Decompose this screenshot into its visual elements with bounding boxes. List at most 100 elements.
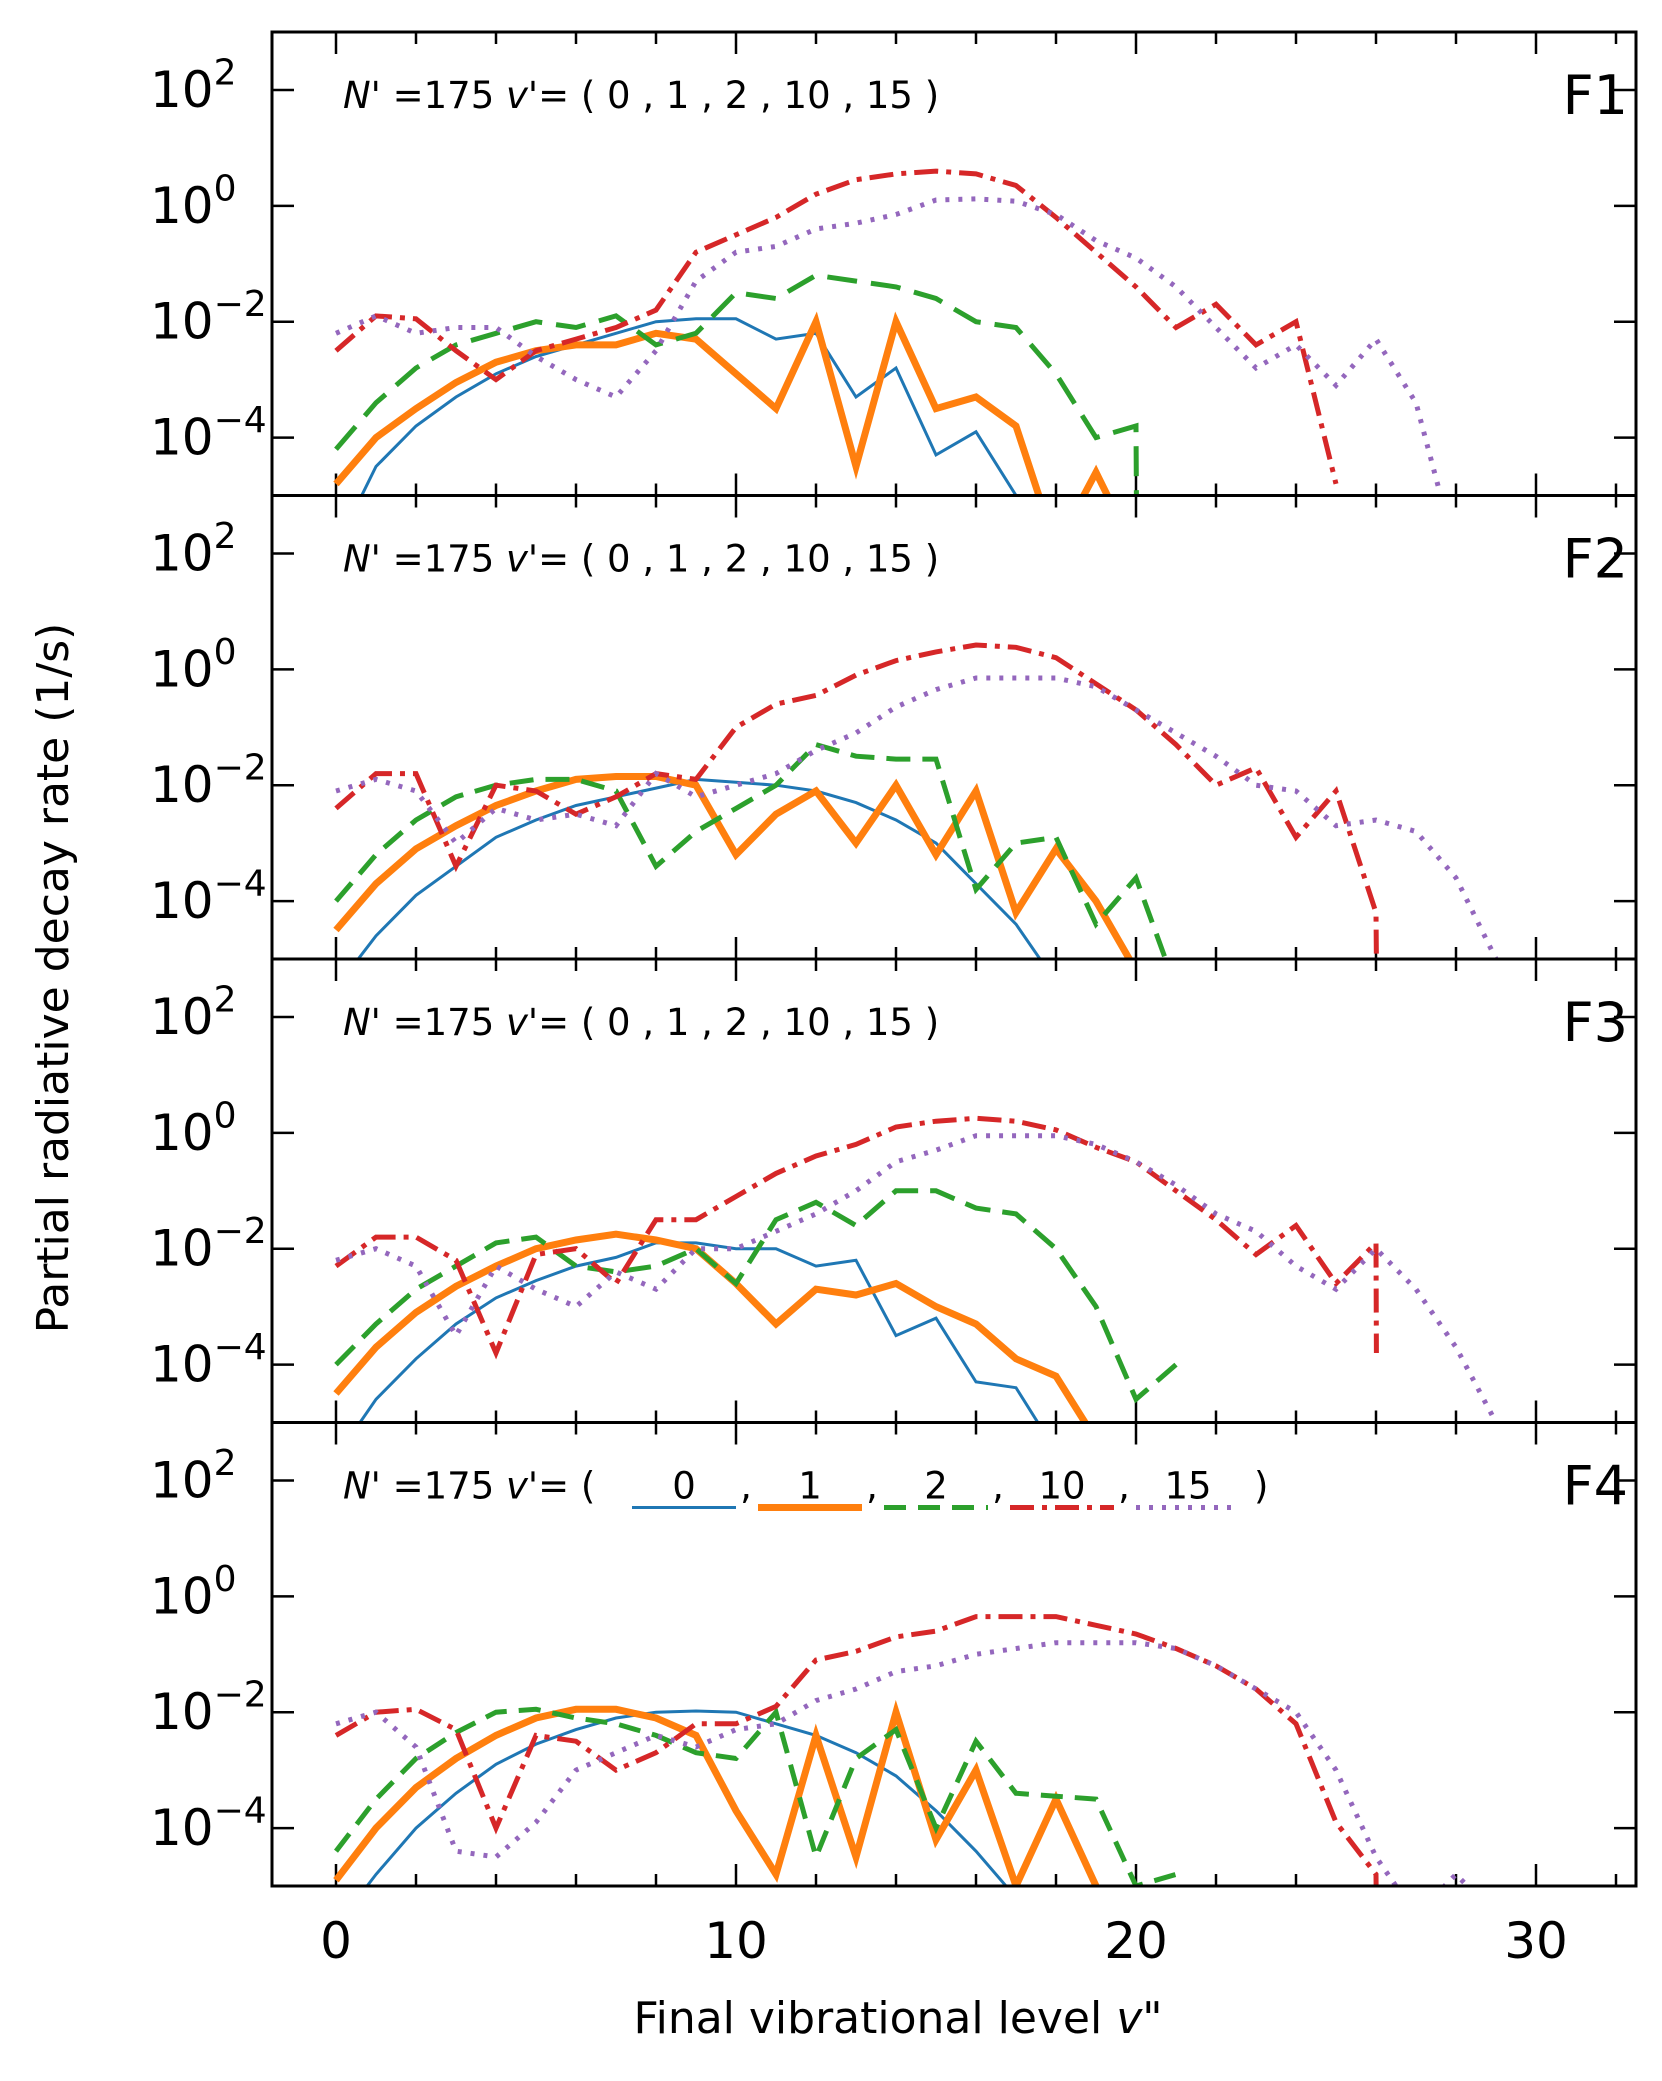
series-v10-line xyxy=(334,168,1339,485)
x-axis-label: Final vibrational level v" xyxy=(634,1993,1163,2044)
legend-entry-v10: 10 xyxy=(1010,1465,1114,1510)
legend-entry-v1: 1 xyxy=(758,1465,862,1511)
legend-label: 2 xyxy=(924,1465,948,1508)
tick-base: 10 xyxy=(150,872,214,930)
x-tick-label: 0 xyxy=(320,1912,352,1970)
annotation-n-value: =175 xyxy=(381,1001,506,1044)
series-group xyxy=(333,642,1499,959)
y-tick-label: 102 xyxy=(150,979,237,1046)
annotation-values: = ( 0 , 1 , 2 , 10 , 15 ) xyxy=(538,74,939,117)
y-tick-label: 100 xyxy=(150,168,237,235)
tick-exponent: −2 xyxy=(214,1211,267,1252)
series-v1-line xyxy=(333,1699,1100,1886)
x-tick-label: 30 xyxy=(1504,1912,1568,1970)
tick-base: 10 xyxy=(150,409,214,467)
tick-base: 10 xyxy=(150,1683,214,1741)
series-v10-line xyxy=(334,642,1379,959)
tick-base: 10 xyxy=(150,1220,214,1278)
tick-exponent: 0 xyxy=(214,1095,237,1136)
y-tick-label: 10−4 xyxy=(150,1791,267,1858)
tick-exponent: −4 xyxy=(214,1791,267,1832)
legend-separator: , xyxy=(1118,1465,1130,1508)
series-v0-line xyxy=(356,777,1042,959)
tick-base: 10 xyxy=(150,640,214,698)
series-v2-line xyxy=(334,741,1169,959)
tick-exponent: −4 xyxy=(214,1327,267,1368)
tick-exponent: 0 xyxy=(214,168,237,209)
tick-exponent: 2 xyxy=(214,1443,237,1484)
annotation-values: = ( 0 , 1 , 2 , 10 , 15 ) xyxy=(538,1001,939,1044)
y-tick-label: 100 xyxy=(150,1559,237,1626)
y-tick-label: 100 xyxy=(150,1095,237,1162)
series-v10-line xyxy=(334,1115,1379,1360)
series-v1-line xyxy=(333,311,1112,496)
series-group xyxy=(333,168,1444,496)
panel-label: F1 xyxy=(1563,64,1628,127)
y-tick-label: 10−4 xyxy=(150,1327,267,1394)
tick-base: 10 xyxy=(150,293,214,351)
panel-annotation: N' =175 v'= ( 0 , 1 , 2 , 10 , 15 ) xyxy=(343,538,939,581)
series-v15-line xyxy=(335,675,1499,959)
x-tick-label: 20 xyxy=(1104,1912,1168,1970)
series-v15-line xyxy=(335,196,1444,496)
y-tick-label: 102 xyxy=(150,1443,237,1510)
tick-exponent: 2 xyxy=(214,516,237,557)
y-tick-label: 10−2 xyxy=(150,1211,267,1278)
annotation-n-value: =175 xyxy=(381,1465,506,1508)
annotation-n-symbol: N' xyxy=(343,1465,381,1508)
panel-label: F2 xyxy=(1563,528,1628,591)
annotation-n-symbol: N' xyxy=(343,74,381,117)
y-tick-label: 10−2 xyxy=(150,748,267,815)
series-v15-line xyxy=(335,1640,1471,1886)
annotation-v-symbol: v' xyxy=(506,1465,538,1508)
legend-label: 0 xyxy=(672,1465,696,1508)
annotation-values: = ( 0 , 1 , 2 , 10 , 15 ) xyxy=(538,538,939,581)
x-axis-label-text: Final vibrational level xyxy=(634,1993,1117,2044)
legend-entry-v0: 0 xyxy=(632,1465,736,1509)
panel-label: F3 xyxy=(1563,991,1628,1054)
legend-separator: , xyxy=(992,1465,1004,1508)
annotation-values: = ( xyxy=(538,1465,595,1508)
annotation-n-value: =175 xyxy=(381,74,506,117)
legend-label: 1 xyxy=(798,1465,822,1508)
tick-exponent: 0 xyxy=(214,1559,237,1600)
tick-base: 10 xyxy=(150,988,214,1046)
x-axis: 0 10 20 30 xyxy=(320,1912,1568,1970)
tick-base: 10 xyxy=(150,177,214,235)
annotation-n-symbol: N' xyxy=(343,538,381,581)
legend-label: 15 xyxy=(1164,1465,1211,1508)
panel-annotation: N' =175 v'= ( 0 , 1 , 2 , 10 , 15 ) xyxy=(343,74,939,117)
y-tick-label: 100 xyxy=(150,632,237,699)
y-tick-label: 102 xyxy=(150,516,237,583)
tick-base: 10 xyxy=(150,1336,214,1394)
series-v2-line xyxy=(334,1706,1177,1886)
panel-annotation: N' =175 v'= ( 0 , 1 , 2 , 10 , 15 ) xyxy=(343,1001,939,1044)
tick-exponent: 2 xyxy=(214,979,237,1020)
series-group xyxy=(333,1115,1499,1423)
legend-label: 10 xyxy=(1038,1465,1085,1508)
panel-label: F4 xyxy=(1563,1455,1628,1518)
series-v0-line xyxy=(358,1241,1040,1423)
tick-exponent: −2 xyxy=(214,284,267,325)
tick-exponent: 2 xyxy=(214,52,237,93)
tick-base: 10 xyxy=(150,61,214,119)
tick-exponent: 0 xyxy=(214,632,237,673)
tick-exponent: −4 xyxy=(214,864,267,905)
series-v2-line xyxy=(334,1188,1178,1404)
series-v2-line xyxy=(334,272,1139,496)
tick-exponent: −4 xyxy=(214,400,267,441)
tick-base: 10 xyxy=(150,1451,214,1509)
tick-exponent: −2 xyxy=(214,1675,267,1716)
y-tick-label: 10−4 xyxy=(150,400,267,467)
x-axis-label-variable: v" xyxy=(1116,1993,1162,2044)
annotation-n-value: =175 xyxy=(381,538,506,581)
y-tick-label: 10−2 xyxy=(150,1675,267,1742)
series-v1-line xyxy=(333,773,1134,959)
series-v15-line xyxy=(335,1133,1499,1423)
